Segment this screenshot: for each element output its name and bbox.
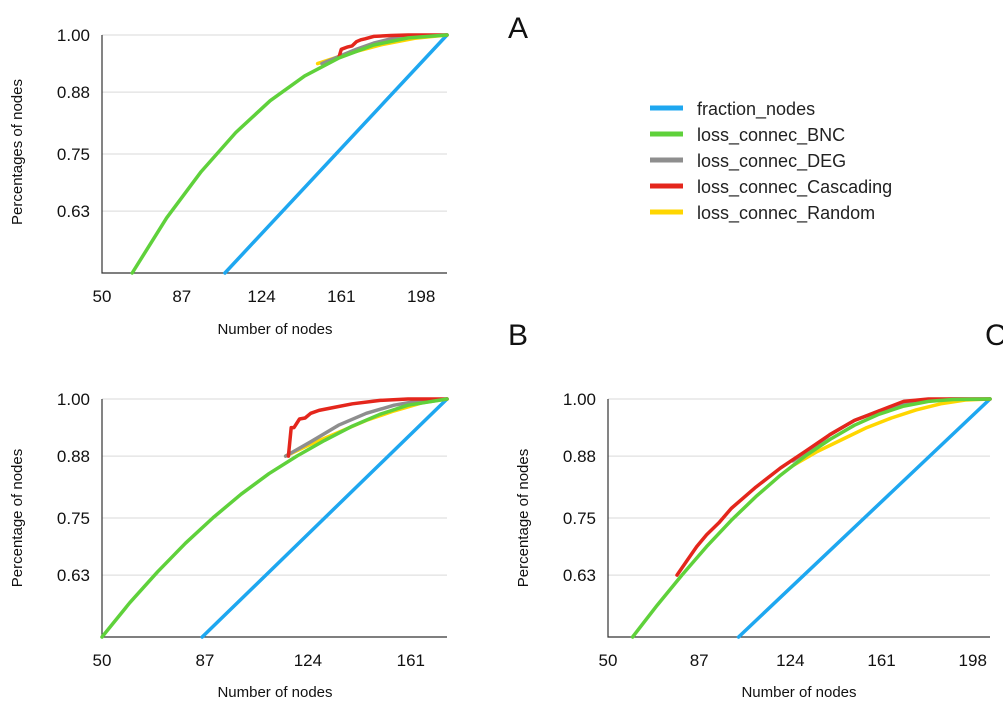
panel-c-plot: 1.00 0.88 0.75 0.63 50 87 124 161 198 Number of n…	[515, 390, 992, 701]
panel-label-b: B	[508, 319, 528, 352]
x-tick-label: 161	[867, 651, 895, 670]
y-tick-label: 0.75	[57, 509, 90, 528]
x-tick-label: 87	[172, 287, 191, 306]
x-tick-label: 198	[959, 651, 987, 670]
panel-b: B 1.00 0.88 0.75 0.63 50 87 124 161 Number of no…	[9, 319, 528, 701]
x-tick-label: 161	[397, 651, 425, 670]
legend-label: loss_connec_Cascading	[697, 177, 892, 198]
x-axis-label: Number of nodes	[217, 321, 332, 338]
y-tick-label: 1.00	[563, 390, 596, 409]
y-tick-label: 0.75	[57, 145, 90, 164]
y-tick-label: 0.75	[563, 509, 596, 528]
x-tick-label: 124	[776, 651, 804, 670]
series-line-fraction-nodes	[200, 397, 449, 639]
x-tick-label: 50	[93, 287, 112, 306]
x-tick-label: 50	[93, 651, 112, 670]
series-line-loss-connec-random	[791, 397, 992, 468]
series-line-fraction-nodes	[736, 397, 992, 639]
series-line-loss-connec-cascading	[675, 397, 992, 577]
x-tick-label: 87	[195, 651, 214, 670]
y-tick-label: 0.88	[57, 447, 90, 466]
y-tick-label: 0.63	[57, 202, 90, 221]
series-line-loss-connec-cascading	[337, 33, 449, 59]
series-line-loss-connec-bnc	[100, 397, 449, 639]
y-axis-label: Percentage of nodes	[9, 449, 26, 587]
series-line-loss-connec-deg	[791, 397, 992, 463]
panel-a: A 1.00 0.88 0.75 0.63 50 87 124 161 198 Number of…	[9, 12, 528, 338]
series-line-loss-connec-cascading	[286, 397, 449, 458]
legend: fraction_nodes loss_connec_BNC loss_connec…	[650, 99, 892, 224]
x-tick-label: 124	[247, 287, 275, 306]
series-line-loss-connec-bnc	[130, 33, 449, 275]
legend-label: loss_connec_Random	[697, 203, 875, 224]
y-axis-label: Percentages of nodes	[9, 79, 26, 225]
legend-label: loss_connec_BNC	[697, 125, 845, 146]
series-line-fraction-nodes	[223, 33, 449, 275]
y-tick-label: 0.63	[563, 566, 596, 585]
x-tick-label: 124	[294, 651, 322, 670]
panel-label-a: A	[508, 12, 528, 45]
x-axis-label: Number of nodes	[217, 684, 332, 701]
legend-label: fraction_nodes	[697, 99, 815, 120]
axis	[101, 35, 447, 274]
y-tick-label: 0.88	[563, 447, 596, 466]
x-tick-label: 161	[327, 287, 355, 306]
y-axis-label: Percentage of nodes	[515, 449, 532, 587]
series-line-loss-connec-bnc	[630, 397, 992, 639]
y-tick-label: 0.88	[57, 83, 90, 102]
panel-c: C 1.00 0.88 0.75 0.63 50 87 124 161 198 Number of…	[515, 319, 1003, 701]
x-axis-label: Number of nodes	[741, 684, 856, 701]
x-tick-label: 198	[407, 287, 435, 306]
panel-b-plot: 1.00 0.88 0.75 0.63 50 87 124 161 Number of node…	[9, 390, 449, 701]
y-tick-label: 1.00	[57, 26, 90, 45]
x-tick-label: 50	[599, 651, 618, 670]
panel-label-c: C	[985, 319, 1003, 352]
legend-label: loss_connec_DEG	[697, 151, 846, 172]
x-tick-label: 87	[690, 651, 709, 670]
y-tick-label: 0.63	[57, 566, 90, 585]
panel-a-plot: 1.00 0.88 0.75 0.63 50 87 124 161 198 Number of n…	[9, 26, 449, 338]
y-tick-label: 1.00	[57, 390, 90, 409]
axis	[607, 399, 990, 638]
